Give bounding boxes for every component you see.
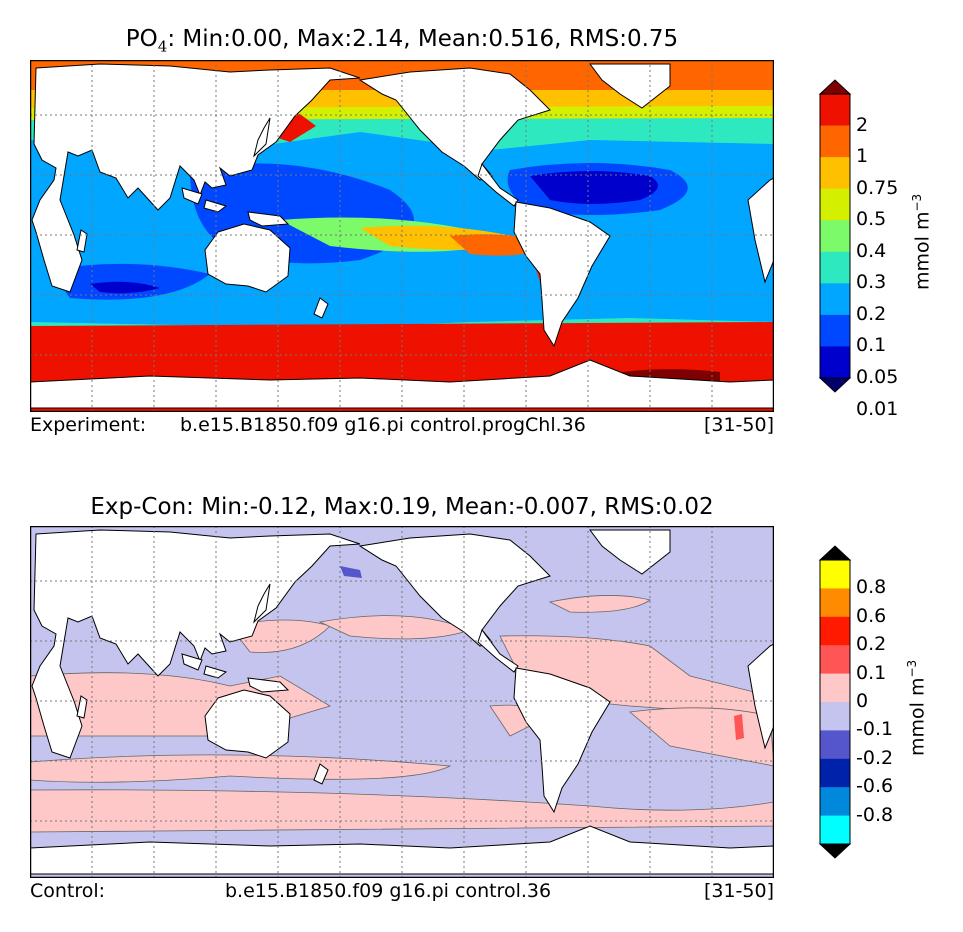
colorbar-tick-label: 0.8	[856, 576, 887, 599]
colorbar-swatch	[820, 125, 850, 158]
colorbar-swatch	[820, 616, 850, 646]
colorbar-tick-label: 0.75	[856, 176, 899, 199]
colorbar-tick-label: -0.1	[856, 718, 894, 741]
panel1-title-prefix: PO	[125, 26, 158, 52]
colorbar-swatch	[820, 815, 850, 845]
colorbar-tick-label: 2	[856, 113, 869, 136]
panel2-map	[30, 526, 774, 878]
unit-label: mmol m	[906, 677, 929, 756]
caption-years: [31-50]	[703, 414, 774, 436]
colorbar-swatch	[820, 787, 850, 817]
colorbar-swatch	[820, 283, 850, 316]
caption-run-name: b.e15.B1850.f09 g16.pi control.36	[225, 880, 552, 902]
colorbar-swatch	[820, 251, 850, 284]
unit-label: mmol m	[911, 211, 934, 290]
colorbar-tick-label: 0.2	[856, 302, 887, 325]
colorbar-tick-label: 0.2	[856, 633, 887, 656]
panel1-title: PO4: Min:0.00, Max:2.14, Mean:0.516, RMS…	[30, 26, 774, 56]
caption-label: Experiment:	[30, 414, 147, 436]
panel2-colorbar-swatches	[818, 545, 852, 859]
colorbar-tick-label: 0.05	[856, 366, 899, 388]
colorbar-tick-label: 0.6	[856, 604, 887, 627]
colorbar-tick-label: 0.1	[856, 661, 887, 684]
colorbar-swatch	[820, 730, 850, 760]
colorbar-swatch	[820, 346, 850, 379]
colorbar-tick-label: -0.2	[856, 746, 894, 769]
colorbar-swatch	[820, 673, 850, 703]
panel1-title-subscript: 4	[157, 37, 168, 56]
colorbar-swatch	[820, 758, 850, 788]
colorbar-tick-label: 0.01	[856, 397, 899, 420]
caption-run-name: b.e15.B1850.f09 g16.pi control.progChl.3…	[180, 414, 586, 436]
colorbar-swatch	[820, 157, 850, 190]
colorbar-swatch	[820, 588, 850, 618]
colorbar-tick-label: 0.1	[856, 334, 887, 357]
colorbar-tick-label: 1	[856, 145, 869, 168]
colorbar-swatch	[820, 314, 850, 347]
colorbar-tick-label: 0	[856, 690, 869, 712]
colorbar-upper-arrow	[818, 545, 852, 561]
colorbar-tick-label: -0.8	[856, 803, 894, 826]
colorbar-frame	[819, 93, 851, 379]
panel1-title-rest: : Min:0.00, Max:2.14, Mean:0.516, RMS:0.…	[167, 26, 679, 52]
colorbar-swatch	[820, 702, 850, 731]
difference-field-map	[30, 526, 774, 878]
colorbar-swatch	[820, 188, 850, 221]
panel1-colorbar-swatches	[818, 79, 852, 393]
caption-label: Control:	[30, 880, 106, 902]
panel2-title: Exp-Con: Min:-0.12, Max:0.19, Mean:-0.00…	[90, 494, 714, 520]
panel2-colorbar-unit: mmol m−3	[905, 660, 928, 756]
unit-exponent: −3	[910, 193, 924, 212]
colorbar-swatch	[820, 94, 850, 127]
colorbar-swatch	[820, 560, 850, 589]
colorbar-tick-label: 0.5	[856, 208, 887, 231]
panel1-colorbar	[818, 79, 852, 393]
colorbar-upper-arrow	[818, 79, 852, 95]
colorbar-swatch	[820, 645, 850, 675]
colorbar-lower-arrow	[818, 843, 852, 859]
colorbar-tick-label: -0.6	[856, 775, 894, 798]
panel2-colorbar	[818, 545, 852, 859]
colorbar-frame	[819, 559, 851, 845]
caption-years: [31-50]	[703, 880, 774, 902]
colorbar-tick-label: 0.4	[856, 239, 887, 262]
unit-exponent: −3	[905, 659, 919, 678]
colorbar-swatch	[820, 220, 850, 253]
panel1-map	[30, 60, 774, 412]
colorbar-tick-label: 0.3	[856, 271, 887, 294]
panel1-colorbar-unit: mmol m−3	[910, 194, 933, 290]
colorbar-lower-arrow	[818, 377, 852, 393]
po4-field-map	[30, 60, 774, 412]
